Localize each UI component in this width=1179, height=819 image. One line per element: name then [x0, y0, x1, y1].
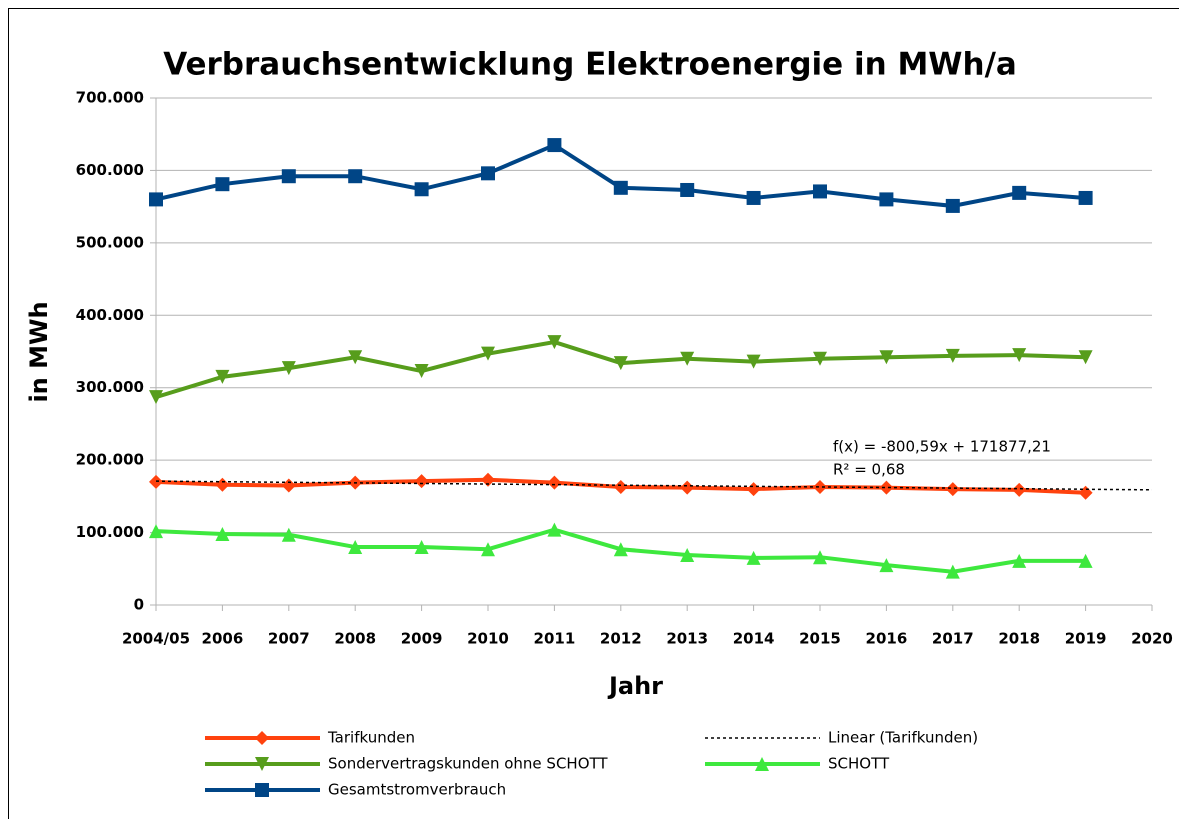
- marker: [255, 731, 269, 745]
- marker: [613, 180, 628, 195]
- marker: [481, 472, 495, 487]
- x-tick-label: 2017: [932, 630, 974, 648]
- x-tick-label: 2004/05: [122, 630, 190, 648]
- marker: [281, 478, 296, 493]
- x-tick-label: 2008: [334, 630, 376, 648]
- marker: [746, 550, 761, 565]
- frame: [8, 8, 1179, 819]
- marker: [945, 564, 960, 579]
- y-tick-label: 600.000: [76, 161, 144, 179]
- marker: [680, 182, 695, 197]
- marker: [149, 390, 163, 405]
- x-tick-label: 2016: [866, 630, 908, 648]
- legend-label: Linear (Tarifkunden): [828, 729, 978, 747]
- marker: [149, 524, 163, 539]
- y-tick-label: 100.000: [76, 523, 144, 541]
- legend-label: Tarifkunden: [327, 729, 415, 747]
- x-axis-label: Jahr: [607, 672, 663, 700]
- marker: [1012, 348, 1027, 363]
- marker: [680, 351, 695, 366]
- marker: [149, 192, 163, 207]
- marker: [613, 479, 628, 494]
- y-tick-label: 200.000: [76, 451, 144, 469]
- marker: [215, 177, 230, 192]
- marker: [215, 527, 230, 542]
- marker: [414, 540, 429, 555]
- marker: [755, 757, 769, 771]
- marker: [348, 169, 363, 184]
- marker: [215, 477, 230, 492]
- y-tick-label: 500.000: [76, 233, 144, 251]
- marker: [945, 482, 960, 497]
- y-tick-label: 400.000: [76, 306, 144, 324]
- marker: [281, 169, 296, 184]
- x-tick-label: 2009: [401, 630, 443, 648]
- marker: [281, 527, 296, 542]
- marker: [746, 482, 761, 497]
- marker: [613, 356, 628, 371]
- x-tick-label: 2015: [799, 630, 841, 648]
- x-tick-label: 2007: [268, 630, 310, 648]
- marker: [348, 350, 363, 365]
- marker: [1012, 482, 1027, 497]
- marker: [281, 361, 296, 376]
- series-line: [155, 480, 1153, 491]
- marker: [481, 346, 495, 361]
- marker: [414, 364, 429, 379]
- x-tick-label: 2010: [467, 630, 509, 648]
- marker: [1012, 553, 1027, 568]
- marker: [481, 166, 495, 181]
- marker: [414, 474, 429, 489]
- y-tick-label: 700.000: [76, 89, 144, 107]
- marker: [414, 182, 429, 197]
- marker: [813, 479, 827, 494]
- x-tick-label: 2020: [1131, 630, 1173, 648]
- marker: [481, 542, 495, 557]
- marker: [945, 198, 960, 213]
- marker: [879, 480, 894, 495]
- x-tick-label: 2012: [600, 630, 642, 648]
- marker: [348, 540, 363, 555]
- marker: [879, 350, 894, 365]
- marker: [255, 757, 269, 771]
- legend-label: Sondervertragskunden ohne SCHOTT: [328, 755, 608, 773]
- marker: [1078, 485, 1093, 500]
- marker: [813, 184, 827, 199]
- marker: [547, 475, 562, 490]
- annotation: f(x) = -800,59x + 171877,21: [833, 438, 1051, 456]
- marker: [1078, 190, 1093, 205]
- x-tick-label: 2018: [998, 630, 1040, 648]
- x-tick-label: 2014: [733, 630, 775, 648]
- chart-title: Verbrauchsentwicklung Elektroenergie in …: [163, 47, 1017, 83]
- legend-label: SCHOTT: [828, 755, 890, 773]
- marker: [879, 558, 894, 573]
- marker: [746, 190, 761, 205]
- marker: [813, 550, 827, 565]
- marker: [613, 542, 628, 557]
- marker: [1078, 350, 1093, 365]
- marker: [879, 192, 894, 207]
- x-tick-label: 2011: [534, 630, 576, 648]
- marker: [680, 548, 695, 563]
- y-tick-label: 0: [134, 596, 144, 614]
- x-tick-label: 2019: [1065, 630, 1107, 648]
- annotation: R² = 0,68: [833, 461, 905, 479]
- marker: [547, 335, 562, 350]
- x-tick-label: 2006: [202, 630, 244, 648]
- marker: [215, 369, 230, 384]
- marker: [746, 354, 761, 369]
- x-tick-label: 2013: [666, 630, 708, 648]
- marker: [547, 138, 562, 153]
- marker: [1078, 553, 1093, 568]
- marker: [255, 783, 269, 797]
- marker: [1012, 185, 1027, 200]
- legend-label: Gesamtstromverbrauch: [328, 781, 506, 799]
- marker: [547, 522, 562, 537]
- y-axis-label: in MWh: [25, 301, 53, 402]
- y-tick-label: 300.000: [76, 378, 144, 396]
- marker: [680, 480, 695, 495]
- marker: [813, 351, 827, 366]
- marker: [945, 348, 960, 363]
